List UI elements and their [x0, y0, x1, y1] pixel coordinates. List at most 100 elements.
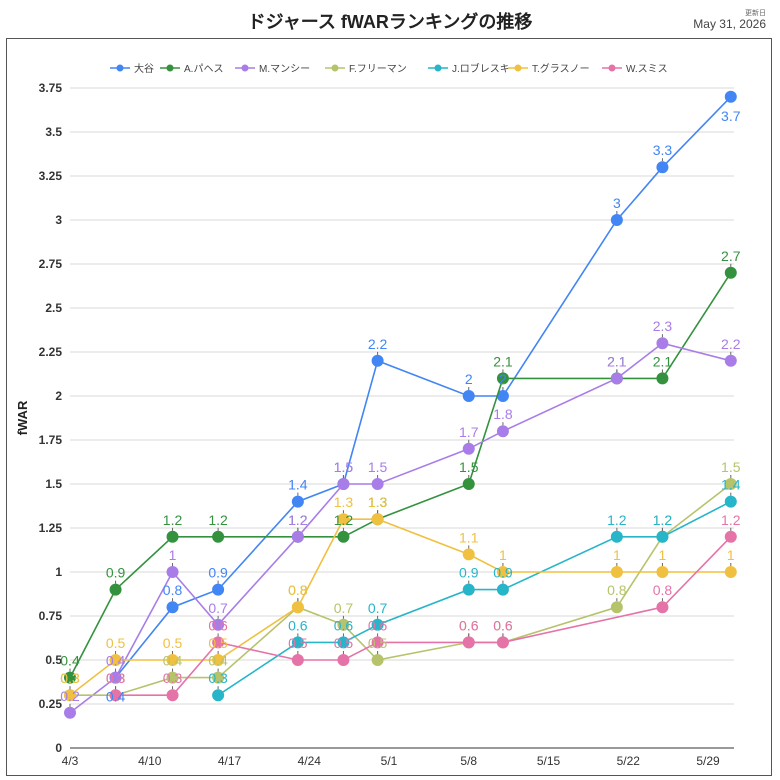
data-point — [462, 583, 475, 596]
updated-date: May 31, 2026 — [693, 17, 766, 31]
data-point — [291, 654, 304, 666]
data-point — [462, 636, 475, 649]
data-label: 0.6 — [493, 617, 513, 633]
data-label: 1.2 — [163, 512, 183, 528]
legend: 大谷 A.パヘス M.マンシー F.フリーマン J.ロブレスキー T.グラスノー W.スミス — [110, 62, 668, 75]
data-point — [291, 636, 304, 649]
data-point — [109, 689, 122, 702]
series-line — [114, 96, 732, 679]
data-point — [337, 530, 350, 543]
series-line — [69, 518, 731, 696]
data-label: 1 — [727, 547, 735, 563]
data-label: 1.2 — [208, 512, 228, 528]
legend-marker — [434, 64, 442, 72]
data-label: 0.4 — [106, 689, 126, 705]
data-point — [724, 566, 737, 578]
data-point — [610, 530, 623, 543]
data-label: 1.3 — [368, 494, 388, 510]
data-label: 1 — [169, 547, 177, 563]
data-point — [610, 372, 623, 385]
data-point — [212, 583, 225, 596]
data-point — [291, 495, 304, 508]
data-point — [462, 548, 475, 561]
data-point — [212, 618, 225, 631]
x-tick-label: 5/1 — [381, 754, 398, 768]
data-label: 2.7 — [721, 248, 741, 264]
y-tick-label: 2.75 — [39, 257, 63, 271]
axes: 0 0.25 0.5 0.75 1 1.25 1.5 1.75 2 2.25 2.5 2.75 3 3.2… — [15, 81, 720, 768]
data-label: 0.5 — [334, 635, 354, 651]
y-tick-label: 1.5 — [45, 477, 62, 491]
data-point — [109, 583, 122, 596]
data-labels: 0.4 0.8 0.9 1.4 1.5 2.2 2 2 3 3.3 3.7 0.4 0.9 1.2 1.2 1… — [60, 108, 741, 707]
data-label: 1.2 — [288, 512, 308, 528]
data-label: 1 — [659, 547, 667, 563]
data-label: 0.8 — [288, 582, 308, 598]
data-point — [656, 601, 669, 614]
data-label: 0.9 — [459, 565, 479, 581]
y-tick-label: 2.25 — [39, 345, 63, 359]
data-label: 2.1 — [607, 353, 627, 369]
data-label: 1.2 — [288, 512, 308, 528]
data-label: 0.6 — [493, 617, 513, 633]
series-line — [69, 272, 732, 678]
legend-entry: 大谷 — [134, 62, 154, 75]
data-point — [166, 689, 179, 702]
y-tick-label: 0.25 — [39, 697, 63, 711]
data-label: 1 — [613, 547, 621, 563]
legend-entry: A.パヘス — [184, 63, 223, 75]
series-line — [69, 342, 731, 714]
y-tick-label: 3 — [55, 213, 62, 227]
data-label: 0.9 — [208, 565, 228, 581]
data-point — [724, 530, 737, 543]
data-label: 0.4 — [106, 653, 126, 669]
data-point — [64, 671, 76, 684]
y-tick-label: 3.5 — [45, 125, 62, 139]
y-axis-label: fWAR — [15, 400, 30, 435]
y-tick-label: 0 — [55, 741, 62, 755]
data-label: 0.8 — [653, 582, 673, 598]
chart-frame — [6, 38, 772, 776]
data-label: 1.5 — [368, 459, 388, 475]
data-point — [337, 654, 350, 666]
x-tick-label: 5/8 — [460, 754, 477, 768]
data-label: 1.5 — [334, 459, 354, 475]
data-point — [337, 618, 350, 631]
data-label: 3 — [613, 195, 621, 211]
data-label: 0.7 — [368, 600, 388, 616]
data-label: 2.2 — [721, 336, 741, 352]
updated-label: 更新日 — [745, 10, 766, 17]
y-tick-label: 1.25 — [39, 521, 63, 535]
data-point — [724, 495, 737, 508]
data-label: 3.7 — [721, 108, 741, 124]
data-point — [109, 654, 122, 666]
data-label: 0.8 — [163, 582, 183, 598]
data-point — [496, 425, 509, 438]
data-label: 0.3 — [163, 670, 183, 686]
data-point — [496, 566, 509, 578]
data-label: 2 — [499, 371, 507, 387]
data-point — [109, 671, 122, 684]
data-label: 1.5 — [459, 459, 479, 475]
data-point — [337, 478, 350, 490]
data-label: 0.9 — [106, 565, 126, 581]
data-point — [610, 601, 623, 614]
series — [64, 90, 737, 719]
x-tick-label: 4/10 — [138, 754, 162, 768]
data-point — [166, 530, 179, 543]
data-label: 1.7 — [459, 424, 479, 440]
data-label: 0.2 — [60, 688, 80, 704]
y-tick-label: 1 — [55, 565, 62, 579]
data-label: 1.4 — [721, 477, 741, 493]
data-point — [724, 354, 737, 367]
data-label: 1.2 — [334, 512, 354, 528]
data-label: 1.2 — [721, 512, 741, 528]
data-point — [337, 636, 350, 649]
data-point — [656, 372, 669, 385]
data-point — [212, 689, 225, 702]
data-label: 0.3 — [106, 670, 126, 686]
data-label: 0.5 — [163, 635, 183, 651]
data-point — [166, 671, 179, 684]
x-tick-label: 4/17 — [218, 754, 242, 768]
y-tick-label: 0.5 — [45, 653, 62, 667]
